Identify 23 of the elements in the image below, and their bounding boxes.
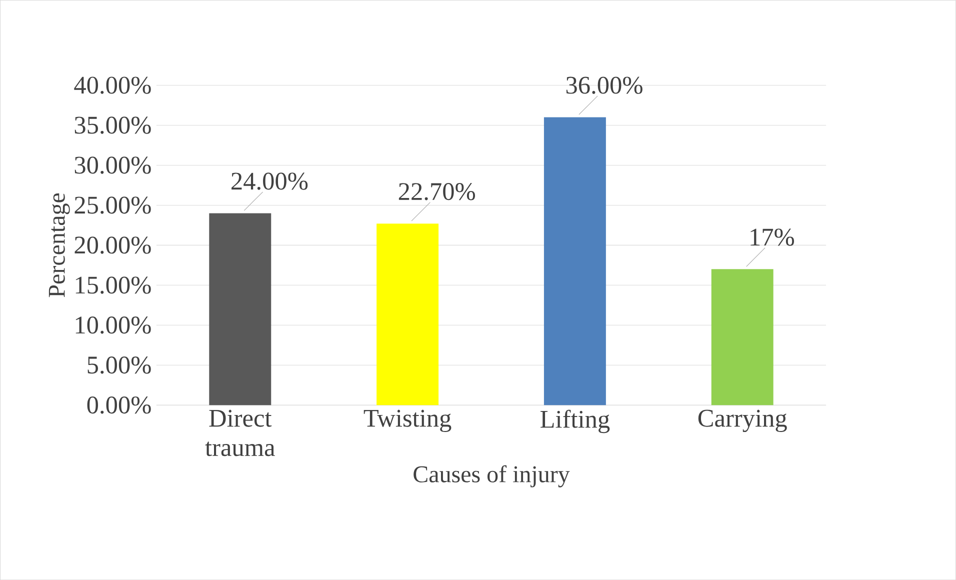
data-label: 24.00%	[232, 172, 308, 190]
y-tick-label: 30.00%	[74, 156, 151, 174]
data-label: 22.70%	[398, 182, 476, 200]
x-axis-title: Causes of injury	[414, 465, 570, 488]
bar	[711, 269, 774, 406]
y-tick-label: 10.00%	[76, 316, 151, 334]
x-tick-label: Carrying	[698, 410, 787, 432]
x-tick-label: Twisting	[364, 410, 452, 432]
y-tick-label: 20.00%	[74, 236, 151, 254]
y-tick-label: 25.00%	[74, 196, 151, 214]
y-axis-title: Percentage	[48, 193, 70, 298]
bar	[544, 117, 606, 406]
x-tick-label: Direct trauma	[205, 410, 275, 456]
x-tick-label: Lifting	[540, 410, 610, 433]
y-tick-label: 15.00%	[76, 276, 151, 294]
y-tick-label: 5.00%	[88, 356, 151, 374]
y-tick-label: 0.00%	[87, 396, 151, 414]
y-tick-label: 35.00%	[74, 116, 151, 134]
data-label: 36.00%	[566, 76, 642, 94]
data-label: 17%	[750, 228, 794, 246]
y-tick-label: 40.00%	[74, 76, 151, 94]
bar	[376, 224, 439, 406]
bar	[209, 213, 272, 406]
